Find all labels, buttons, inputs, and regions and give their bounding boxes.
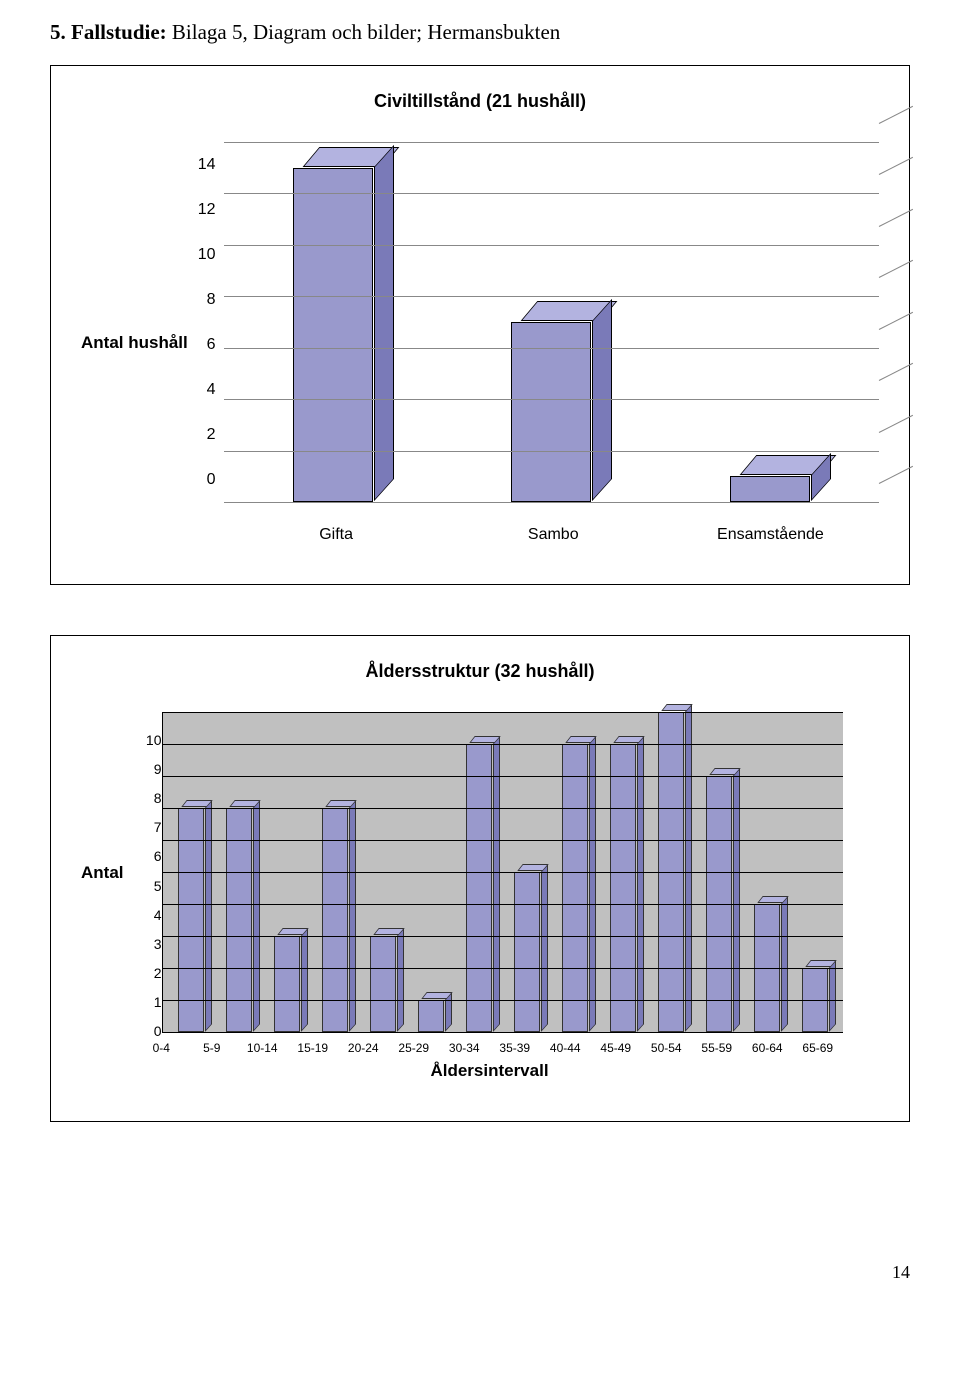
chart2-ylabel: Antal	[81, 712, 124, 1033]
chart2-xcat: 45-49	[591, 1041, 642, 1055]
chart2-ytick: 9	[134, 748, 162, 777]
chart1-xcat: Gifta	[228, 526, 445, 544]
chart2-bar	[610, 744, 636, 1032]
chart2-ytick: 7	[134, 806, 162, 835]
chart1-xcat: Ensamstående	[662, 526, 879, 544]
chart2-xcat: 55-59	[692, 1041, 743, 1055]
chart2-title: Åldersstruktur (32 hushåll)	[81, 661, 879, 682]
chart2-xcats: 0-45-910-1415-1920-2425-2930-3435-3940-4…	[136, 1041, 843, 1055]
chart2-ytick: 1	[134, 981, 162, 1010]
chart2-ytick: 10	[134, 719, 162, 748]
chart1-bars	[224, 142, 879, 502]
chart2-xcat: 20-24	[338, 1041, 389, 1055]
chart1-xcats: GiftaSamboEnsamstående	[224, 526, 879, 544]
chart2-xcat: 10-14	[237, 1041, 288, 1055]
chart2-ytick: 8	[134, 777, 162, 806]
chart2-bar	[562, 744, 588, 1032]
chart2-xcat: 60-64	[742, 1041, 793, 1055]
chart1-yticks: 14121086420	[198, 142, 224, 502]
chart1-bar	[730, 476, 810, 502]
chart2-xcat: 15-19	[288, 1041, 339, 1055]
chart1-ytick: 10	[198, 232, 216, 277]
chart1-bar	[293, 168, 373, 502]
chart1-ytick: 0	[207, 457, 216, 502]
page-number: 14	[50, 1262, 910, 1283]
chart1-bar	[511, 322, 591, 502]
chart2-ytick: 2	[134, 952, 162, 981]
chart2-frame: Åldersstruktur (32 hushåll) Antal 012345…	[50, 635, 910, 1122]
chart2-xcat: 35-39	[490, 1041, 541, 1055]
chart2-plot	[163, 712, 844, 1032]
chart1-plot	[224, 142, 879, 502]
chart1-ylabel: Antal hushåll	[81, 333, 188, 353]
chart1-ytick: 4	[207, 367, 216, 412]
chart2-yticks: 012345678910	[134, 712, 162, 1032]
chart1-title: Civiltillstånd (21 hushåll)	[81, 91, 879, 112]
chart1-ytick: 12	[198, 187, 216, 232]
page-heading: 5. Fallstudie: Bilaga 5, Diagram och bil…	[50, 20, 910, 45]
chart2-xcat: 25-29	[389, 1041, 440, 1055]
chart2-xlabel: Åldersintervall	[136, 1061, 843, 1081]
chart2-bar	[466, 744, 492, 1032]
chart2-ytick: 3	[134, 923, 162, 952]
chart2-xcat: 50-54	[641, 1041, 692, 1055]
chart2-ytick: 5	[134, 864, 162, 893]
chart2-bar	[322, 808, 348, 1032]
chart2-bar	[178, 808, 204, 1032]
heading-text: Bilaga 5, Diagram och bilder; Hermansbuk…	[167, 20, 561, 44]
chart2-bar	[418, 1000, 444, 1032]
chart2-ytick: 6	[134, 835, 162, 864]
chart2-bar	[514, 872, 540, 1032]
chart2-xcat: 0-4	[136, 1041, 187, 1055]
chart1-frame: Civiltillstånd (21 hushåll) Antal hushål…	[50, 65, 910, 585]
heading-bold: 5. Fallstudie:	[50, 20, 167, 44]
chart2-bar	[226, 808, 252, 1032]
chart1-ytick: 2	[207, 412, 216, 457]
chart2-xcat: 30-34	[439, 1041, 490, 1055]
chart2-bar	[274, 936, 300, 1032]
chart2-xcat: 65-69	[793, 1041, 844, 1055]
chart1-xcat: Sambo	[445, 526, 662, 544]
chart1-ytick: 14	[198, 142, 216, 187]
chart1-ytick: 8	[207, 277, 216, 322]
chart2-xcat: 5-9	[187, 1041, 238, 1055]
chart2-bar	[370, 936, 396, 1032]
chart2-plot-outer	[162, 712, 844, 1033]
chart2-ytick: 0	[134, 1010, 162, 1039]
chart1-ytick: 6	[207, 322, 216, 367]
chart2-xcat: 40-44	[540, 1041, 591, 1055]
chart2-ytick: 4	[134, 894, 162, 923]
